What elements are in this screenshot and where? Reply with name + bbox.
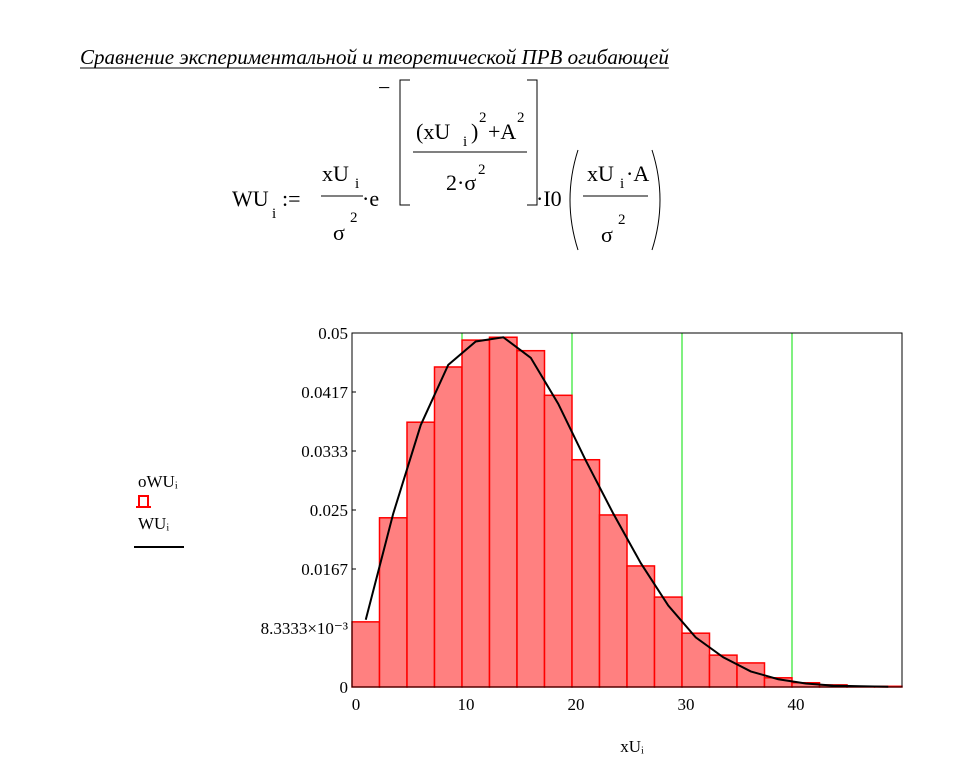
x-tick-label: 20 [568, 695, 585, 714]
bar [598, 514, 628, 688]
bar [461, 339, 491, 688]
formula-token: σ [333, 220, 345, 245]
formula-token: 2 [478, 162, 486, 178]
formula-token: (xU [416, 119, 450, 144]
formula-token: xU [587, 161, 614, 186]
formula-token: WU [232, 186, 269, 211]
bar [626, 565, 656, 688]
curve [364, 336, 889, 688]
formula-token: xU [322, 161, 349, 186]
bar [653, 596, 683, 688]
chart: 0 10 20 30 40 0 8.3333×10⁻³ 0.0167 0.025 0.0333 0.… [134, 324, 903, 756]
formula-token: 2 [350, 210, 358, 226]
bar [543, 394, 573, 688]
legend-symbol [136, 495, 151, 508]
x-tick-label: 0 [352, 695, 361, 714]
bracket [399, 79, 538, 206]
formula-token: 2 [618, 212, 626, 228]
x-tick-label: 10 [458, 695, 475, 714]
x-axis-title: xUᵢ [620, 737, 644, 756]
heading: Сравнение экспериментальной и теоретичес… [80, 45, 669, 69]
bar [708, 654, 738, 688]
y-tick-label: 0.025 [310, 501, 348, 520]
bar [488, 336, 518, 688]
plot-frame [351, 332, 903, 688]
formula-token: := [282, 186, 301, 211]
formula-token: i [355, 176, 359, 192]
formula-token: σ [601, 222, 613, 247]
bar [516, 349, 546, 688]
bar [433, 366, 463, 688]
bar [406, 421, 436, 688]
formula-token: 2·σ [446, 170, 476, 195]
bar [681, 632, 711, 688]
formula-token: i [620, 176, 624, 192]
formula-token: i [463, 134, 467, 150]
bar [571, 458, 601, 688]
y-tick-label: 0.0417 [301, 383, 348, 402]
formula-token: +A [488, 119, 516, 144]
parenthesis [569, 149, 661, 251]
formula-token: ) [471, 119, 478, 144]
y-tick-label: 0.0333 [301, 442, 348, 461]
formula-token: 2 [517, 110, 525, 126]
legend-label: oWUᵢ [138, 472, 178, 491]
y-tick-label: 0.05 [318, 324, 348, 343]
legend-label: WUᵢ [138, 514, 169, 533]
formula-token: i [272, 206, 276, 222]
formula-token: ·e [362, 186, 379, 211]
formula-token: − [378, 75, 390, 100]
x-tick-label: 40 [788, 695, 805, 714]
bar [378, 517, 408, 688]
y-tick-label: 0 [340, 678, 349, 697]
formula-token: ·I0 [536, 186, 562, 211]
y-tick-label: 0.0167 [301, 560, 348, 579]
y-tick-label: 8.3333×10⁻³ [261, 619, 348, 638]
formula-token: 2 [479, 110, 487, 126]
x-tick-label: 30 [678, 695, 695, 714]
formula-token: ·A [626, 161, 649, 186]
formula: WU i := xU i σ 2 ·e − (xU i ) 2 +A 2 2·σ… [232, 75, 661, 251]
bar [351, 621, 381, 688]
